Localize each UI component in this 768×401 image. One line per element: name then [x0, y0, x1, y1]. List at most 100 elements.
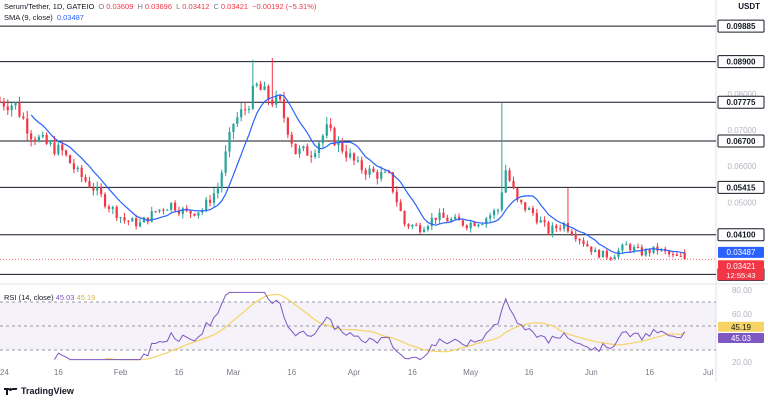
candle-body	[597, 249, 601, 258]
candle-body	[154, 211, 157, 213]
candle-body	[349, 153, 352, 158]
candle-body	[481, 224, 484, 226]
candle-body	[586, 244, 589, 247]
candle-body	[37, 136, 41, 142]
close-label: C	[213, 2, 219, 11]
candle-body	[566, 223, 570, 232]
time-tick-label: 16	[645, 368, 654, 377]
candle-body	[551, 225, 554, 234]
candle-body	[671, 254, 675, 256]
level-label: 0.08900	[727, 58, 756, 67]
candle-body	[72, 163, 76, 170]
candle-body	[33, 139, 37, 142]
candle-body	[282, 99, 286, 118]
candle-body	[325, 124, 328, 136]
candle-body	[286, 117, 289, 135]
candle-body	[454, 216, 457, 220]
candle-body	[360, 160, 363, 171]
candle-body	[271, 99, 274, 105]
level-label: 0.06700	[727, 137, 756, 146]
candle-body	[329, 124, 332, 129]
rsi-ma-label: 45.19	[731, 323, 752, 332]
candle-body	[625, 244, 628, 246]
candle-body	[376, 172, 379, 179]
candle-body	[18, 102, 21, 117]
candle-body	[142, 217, 146, 223]
candle-body	[652, 246, 655, 253]
candle-body	[380, 172, 383, 179]
candle-body	[539, 220, 542, 223]
candle-body	[166, 209, 169, 211]
candle-body	[422, 229, 426, 233]
candle-body	[189, 210, 192, 214]
candle-body	[88, 181, 91, 188]
rsi-line	[54, 291, 686, 361]
sma-value: 0.03487	[56, 13, 84, 22]
rsi-tick-label: 20.00	[732, 358, 753, 367]
candle-body	[415, 225, 418, 227]
candle-body	[96, 187, 99, 191]
candle-body	[559, 228, 562, 230]
candle-body	[407, 224, 410, 227]
low-value: 0.03412	[182, 2, 210, 11]
candle-body	[442, 212, 445, 218]
candle-body	[240, 109, 243, 118]
brand-name: TradingView	[21, 386, 74, 396]
candle-body	[135, 218, 138, 227]
candle-body	[419, 225, 422, 233]
candle-body	[473, 222, 476, 227]
rsi-value: 45.03	[55, 293, 75, 302]
rsi-label: RSI (14, close)	[4, 293, 54, 302]
last-price-label: 0.03421	[727, 262, 756, 271]
rsi-ma-line	[105, 293, 686, 361]
tradingview-logo[interactable]: TradingView	[4, 386, 74, 396]
tradingview-icon	[4, 387, 18, 396]
candle-body	[321, 135, 324, 144]
time-tick-label: Jul	[703, 368, 713, 377]
price-tick-label: 0.06000	[728, 162, 757, 171]
candle-body	[65, 150, 68, 156]
candle-body	[247, 108, 251, 110]
candle-body	[352, 153, 356, 161]
candle-body	[146, 217, 149, 222]
candle-body	[92, 187, 95, 191]
candle-body	[173, 202, 177, 211]
candle-body	[216, 188, 219, 194]
candle-body	[14, 102, 17, 106]
candle-body	[275, 95, 278, 105]
candle-body	[177, 210, 181, 214]
rsi-tick-label: 80.00	[732, 286, 753, 295]
candle-body	[543, 220, 546, 223]
candle-body	[259, 83, 262, 91]
candle-body	[22, 116, 25, 119]
candle-body	[508, 170, 511, 181]
candle-body	[10, 105, 13, 111]
level-label-box	[717, 134, 765, 148]
rsi-ma-value: 45.19	[76, 293, 96, 302]
candle-body	[524, 202, 527, 210]
candle-body	[562, 223, 566, 229]
candle-body	[251, 85, 254, 109]
candle-body	[127, 220, 130, 222]
candle-body	[656, 246, 659, 251]
sma-line	[30, 94, 685, 254]
candle-body	[170, 202, 173, 210]
time-tick-label: Mar	[227, 368, 241, 377]
candle-body	[477, 224, 480, 227]
level-label: 0.07775	[727, 98, 756, 107]
candle-body	[111, 207, 114, 209]
candle-body	[333, 128, 336, 146]
candle-body	[368, 168, 371, 175]
level-label: 0.09885	[727, 22, 756, 31]
candle-body	[131, 218, 134, 222]
candle-body	[578, 239, 581, 241]
rsi-legend: RSI (14, close) 45.03 45.19	[4, 293, 95, 302]
candle-body	[430, 217, 433, 227]
candle-body	[492, 210, 496, 216]
time-tick-label: May	[463, 368, 478, 377]
candle-body	[123, 217, 126, 221]
candle-body	[53, 142, 56, 155]
high-value: 0.03696	[144, 2, 173, 11]
candle-body	[290, 134, 293, 144]
